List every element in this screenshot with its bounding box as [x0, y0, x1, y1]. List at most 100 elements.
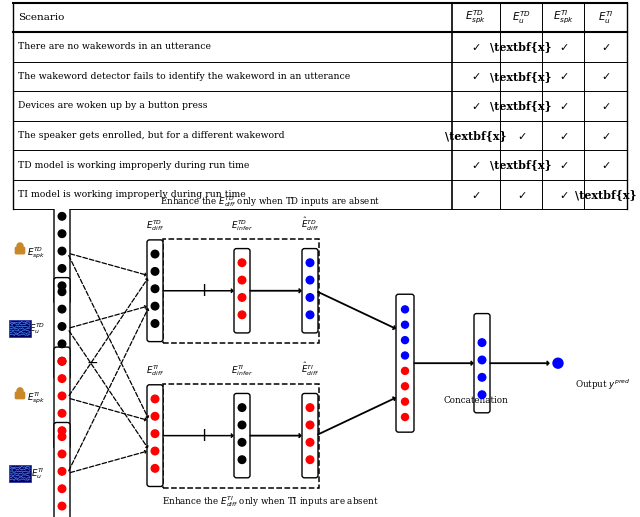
Text: $\checkmark$: $\checkmark$ [471, 101, 481, 111]
Text: $E_{u}^{TI}$: $E_{u}^{TI}$ [31, 466, 45, 481]
FancyBboxPatch shape [15, 247, 25, 254]
FancyBboxPatch shape [396, 294, 414, 432]
Text: TD model is working improperly during run time: TD model is working improperly during ru… [18, 161, 249, 170]
Text: $\hat{E}_{diff}^{TI}$: $\hat{E}_{diff}^{TI}$ [301, 361, 319, 378]
Circle shape [58, 265, 66, 272]
Circle shape [58, 357, 66, 365]
Text: Devices are woken up by a button press: Devices are woken up by a button press [18, 101, 207, 111]
Text: $E_{spk}^{TD}$: $E_{spk}^{TD}$ [27, 245, 45, 261]
Circle shape [238, 438, 246, 446]
Text: Concatenation: Concatenation [443, 396, 508, 405]
Circle shape [151, 413, 159, 420]
Text: The speaker gets enrolled, but for a different wakeword: The speaker gets enrolled, but for a dif… [18, 131, 284, 140]
Circle shape [401, 337, 408, 344]
Text: $\checkmark$: $\checkmark$ [516, 190, 526, 200]
Circle shape [306, 421, 314, 429]
Circle shape [478, 339, 486, 346]
Circle shape [151, 320, 159, 327]
Circle shape [58, 340, 66, 347]
Text: $E_{diff}^{TD}$: $E_{diff}^{TD}$ [146, 218, 164, 233]
Circle shape [58, 212, 66, 220]
Text: \textbf{x}: \textbf{x} [445, 130, 507, 141]
Circle shape [478, 374, 486, 381]
Text: $E_{spk}^{TD}$: $E_{spk}^{TD}$ [465, 9, 487, 26]
Text: −: − [86, 356, 98, 370]
Text: There are no wakewords in an utterance: There are no wakewords in an utterance [18, 42, 211, 51]
Circle shape [151, 447, 159, 455]
Circle shape [401, 368, 408, 374]
Circle shape [58, 247, 66, 255]
Text: Enhance the $E_{diff}^{TD}$ only when TD inputs are absent: Enhance the $E_{diff}^{TD}$ only when TD… [160, 194, 380, 209]
Circle shape [58, 427, 66, 434]
Text: TI model is working improperly during run time: TI model is working improperly during ru… [18, 190, 246, 199]
Circle shape [401, 306, 408, 313]
Circle shape [58, 433, 66, 440]
Circle shape [58, 306, 66, 313]
Circle shape [58, 467, 66, 475]
Text: Output $y^{pred}$: Output $y^{pred}$ [575, 378, 630, 392]
Text: $E_{diff}^{TI}$: $E_{diff}^{TI}$ [146, 363, 164, 378]
Text: $\checkmark$: $\checkmark$ [559, 190, 568, 200]
Circle shape [401, 414, 408, 420]
FancyBboxPatch shape [302, 393, 318, 478]
Circle shape [151, 285, 159, 293]
Circle shape [401, 383, 408, 390]
Text: $\checkmark$: $\checkmark$ [601, 160, 611, 170]
Circle shape [17, 388, 23, 394]
FancyBboxPatch shape [54, 202, 70, 304]
Circle shape [478, 356, 486, 364]
Text: $\checkmark$: $\checkmark$ [601, 130, 611, 141]
FancyBboxPatch shape [54, 347, 70, 449]
Text: \textbf{x}: \textbf{x} [490, 41, 552, 52]
Circle shape [58, 503, 66, 510]
Circle shape [238, 294, 246, 301]
Circle shape [58, 282, 66, 290]
Circle shape [58, 288, 66, 296]
Text: $\checkmark$: $\checkmark$ [601, 71, 611, 82]
Circle shape [306, 294, 314, 301]
Text: \textbf{x}: \textbf{x} [490, 100, 552, 112]
FancyBboxPatch shape [54, 278, 70, 379]
Text: $E_{u}^{TI}$: $E_{u}^{TI}$ [598, 9, 614, 26]
Circle shape [58, 357, 66, 365]
Circle shape [478, 391, 486, 399]
Circle shape [58, 375, 66, 383]
Circle shape [151, 250, 159, 258]
Circle shape [238, 311, 246, 318]
Text: $E_{infer}^{TD}$: $E_{infer}^{TD}$ [231, 218, 253, 233]
Text: +: + [196, 427, 211, 445]
Text: $\checkmark$: $\checkmark$ [471, 71, 481, 82]
Text: $E_{u}^{TD}$: $E_{u}^{TD}$ [29, 321, 45, 336]
Text: $\checkmark$: $\checkmark$ [559, 101, 568, 111]
Text: $\checkmark$: $\checkmark$ [516, 130, 526, 141]
FancyBboxPatch shape [147, 240, 163, 342]
FancyBboxPatch shape [474, 314, 490, 413]
Circle shape [238, 259, 246, 266]
Circle shape [151, 268, 159, 275]
Text: $\checkmark$: $\checkmark$ [601, 101, 611, 111]
FancyBboxPatch shape [147, 385, 163, 486]
Circle shape [58, 485, 66, 493]
FancyBboxPatch shape [234, 249, 250, 333]
Circle shape [58, 450, 66, 458]
Circle shape [306, 404, 314, 412]
Circle shape [58, 392, 66, 400]
Text: $\checkmark$: $\checkmark$ [559, 42, 568, 52]
Circle shape [306, 276, 314, 284]
Circle shape [151, 430, 159, 437]
FancyBboxPatch shape [302, 249, 318, 333]
Text: $\checkmark$: $\checkmark$ [601, 42, 611, 52]
Circle shape [401, 321, 408, 328]
Text: +: + [196, 282, 211, 300]
Text: $\checkmark$: $\checkmark$ [471, 42, 481, 52]
Circle shape [306, 438, 314, 446]
Text: \textbf{x}: \textbf{x} [490, 160, 552, 171]
Text: The wakeword detector fails to identify the wakeword in an utterance: The wakeword detector fails to identify … [18, 72, 350, 81]
Circle shape [151, 465, 159, 472]
Text: $E_{spk}^{TI}$: $E_{spk}^{TI}$ [552, 9, 574, 26]
FancyBboxPatch shape [9, 465, 31, 482]
Text: $E_{infer}^{TI}$: $E_{infer}^{TI}$ [231, 363, 253, 378]
Circle shape [238, 276, 246, 284]
Circle shape [151, 395, 159, 403]
Text: $E_{spk}^{TI}$: $E_{spk}^{TI}$ [27, 390, 45, 406]
